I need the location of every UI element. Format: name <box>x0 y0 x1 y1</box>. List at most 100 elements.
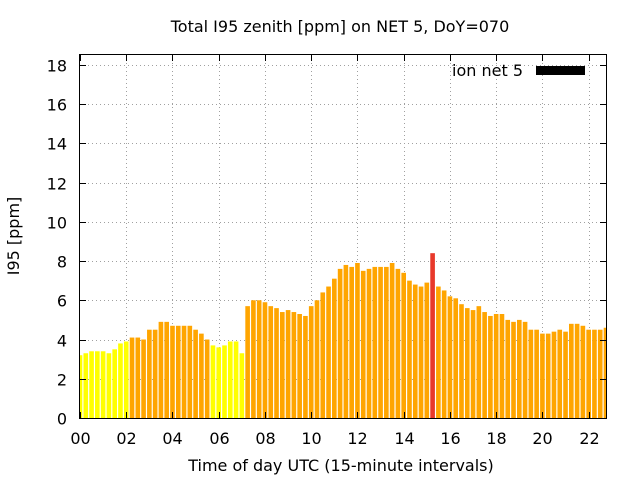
bar <box>152 329 158 418</box>
bar <box>366 268 372 418</box>
bar <box>233 341 239 418</box>
bar <box>603 327 606 418</box>
x-tick-label: 06 <box>209 429 229 448</box>
x-tick-label: 00 <box>70 429 90 448</box>
bar <box>187 325 193 418</box>
legend: ion net 5 <box>452 61 585 80</box>
bar <box>360 270 366 418</box>
bar <box>476 306 482 418</box>
y-tick-label: 4 <box>57 332 67 351</box>
bar <box>308 306 314 418</box>
bar <box>135 337 141 418</box>
bar <box>83 353 89 418</box>
bar <box>551 331 557 418</box>
x-tick-label: 10 <box>301 429 321 448</box>
bar <box>158 321 164 418</box>
x-tick-label: 04 <box>162 429 182 448</box>
y-tick-label: 10 <box>47 214 67 233</box>
bar <box>181 325 187 418</box>
bar <box>320 292 326 418</box>
bar <box>540 333 545 418</box>
plot-frame <box>79 54 607 419</box>
bar <box>574 323 580 418</box>
bar <box>441 290 447 418</box>
bar <box>262 302 268 418</box>
bar <box>378 266 383 418</box>
bar <box>337 268 343 418</box>
y-tick-label: 18 <box>47 57 67 76</box>
bar <box>580 325 586 418</box>
bar <box>453 298 459 418</box>
bar <box>384 266 389 418</box>
bar <box>545 333 551 418</box>
x-tick-label: 16 <box>440 429 460 448</box>
grid <box>80 55 606 418</box>
chart-title: Total I95 zenith [ppm] on NET 5, DoY=070 <box>170 17 510 36</box>
y-tick-label: 14 <box>47 135 67 154</box>
bar <box>597 329 603 418</box>
bar <box>522 321 528 418</box>
bar <box>459 304 464 418</box>
bar <box>216 347 222 418</box>
bar <box>326 286 331 418</box>
y-tick-label: 12 <box>47 175 67 194</box>
bar <box>314 300 320 418</box>
bar <box>193 329 198 418</box>
bar <box>499 314 505 418</box>
x-tick-label: 02 <box>116 429 136 448</box>
bar <box>303 315 308 418</box>
bar <box>395 268 401 418</box>
bar <box>80 355 83 418</box>
legend-swatch <box>536 66 585 75</box>
bar <box>424 282 430 418</box>
bar <box>89 351 94 418</box>
y-tick-label: 8 <box>57 253 67 272</box>
bar <box>175 325 181 418</box>
bar <box>123 341 129 418</box>
x-tick-label: 08 <box>255 429 275 448</box>
bar <box>210 345 216 418</box>
bar <box>251 300 256 418</box>
y-tick-label: 16 <box>47 96 67 115</box>
bar <box>279 312 285 418</box>
bar <box>418 286 424 418</box>
bar <box>516 319 522 418</box>
bar <box>343 264 349 418</box>
bar <box>291 312 297 418</box>
bar <box>245 306 250 418</box>
bar <box>470 310 476 418</box>
bar <box>100 351 106 418</box>
bar <box>129 337 135 418</box>
y-axis-label: I95 [ppm] <box>4 197 23 276</box>
bar <box>488 315 493 418</box>
bar <box>430 253 435 418</box>
bar <box>592 329 597 418</box>
bar <box>112 349 117 418</box>
bar <box>505 319 511 418</box>
bar <box>285 310 291 418</box>
bar <box>464 308 470 418</box>
x-tick-label: 20 <box>532 429 552 448</box>
bar <box>534 329 539 418</box>
bar <box>436 286 441 418</box>
bar <box>586 329 591 418</box>
bar <box>332 278 337 418</box>
bar <box>447 296 453 418</box>
bar <box>563 331 568 418</box>
bar <box>349 266 354 418</box>
bar <box>355 262 360 418</box>
x-tick-label: 18 <box>486 429 506 448</box>
bar <box>389 262 395 418</box>
bar <box>199 333 204 418</box>
bars <box>80 253 606 418</box>
bar <box>106 353 112 418</box>
bar <box>268 306 274 418</box>
x-axis-label: Time of day UTC (15-minute intervals) <box>187 456 494 475</box>
bar <box>401 272 407 418</box>
bar <box>412 284 418 418</box>
bar <box>227 341 233 418</box>
bar <box>511 321 516 418</box>
bar <box>528 329 534 418</box>
